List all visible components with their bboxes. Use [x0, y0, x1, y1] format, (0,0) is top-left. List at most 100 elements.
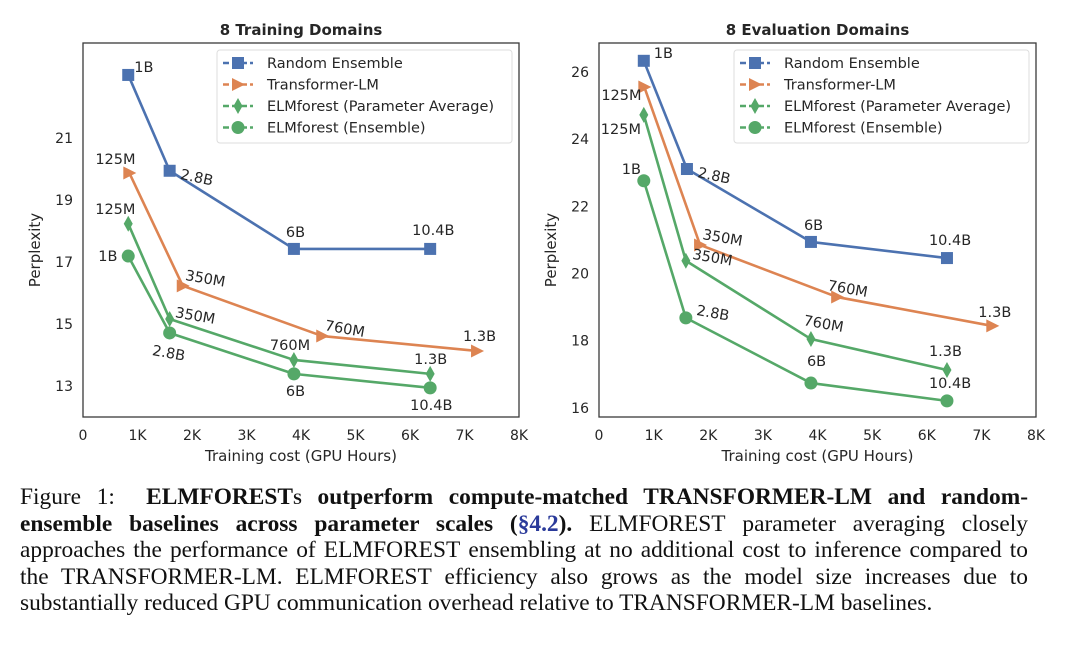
legend-box [216, 49, 513, 144]
caption-text: T [643, 484, 659, 510]
caption-text: outperform compute-matched [301, 484, 644, 510]
data-point-label: 760M [270, 338, 310, 354]
data-point-marker [942, 361, 952, 378]
data-point-marker [638, 80, 652, 94]
data-point-marker [316, 329, 330, 343]
data-point-label: 125M [601, 122, 641, 138]
legend-marker [232, 57, 244, 69]
data-point-label: 1.3B [929, 344, 962, 360]
data-point-marker [831, 290, 845, 304]
caption-text: ELM [572, 510, 639, 537]
section-reference-link[interactable]: §4.2 [517, 510, 559, 537]
data-point-marker [694, 238, 708, 252]
legend-label: Transformer-LM [266, 78, 379, 94]
series-line [643, 86, 993, 328]
data-point-label: 350M [184, 268, 226, 291]
data-point-marker [639, 106, 649, 123]
data-point-label: 6B [804, 218, 823, 234]
caption-text: efficiency also grows as the model size … [20, 563, 1028, 617]
y-tick-label: 15 [55, 317, 73, 333]
data-point-label: 6B [286, 384, 305, 400]
y-tick-label: 17 [55, 255, 73, 271]
caption-text: FOREST [344, 563, 432, 590]
chart-title: 8 Training Domains [220, 21, 383, 39]
data-point-marker [679, 311, 693, 325]
x-axis-label: Training cost (GPU Hours) [721, 447, 914, 465]
series-line [128, 172, 478, 353]
legend-marker [750, 98, 760, 114]
series-line [127, 223, 431, 376]
legend-box [733, 49, 1030, 144]
x-tick-label: 1K [128, 428, 147, 444]
y-tick-label: 18 [571, 334, 589, 350]
figure-caption: Figure 1: ELMFORESTs outperform compute-… [20, 484, 1028, 617]
data-point-label: 6B [807, 354, 826, 370]
data-point-marker [423, 381, 437, 395]
x-tick-label: 7K [972, 428, 991, 444]
data-point-label: 760M [324, 318, 366, 341]
legend-marker [232, 78, 245, 91]
legend-marker [749, 57, 761, 69]
chart-title: 8 Evaluation Domains [726, 21, 910, 39]
data-point-marker [123, 166, 137, 180]
caption-text: -LM and random-ensemble baselines across… [20, 484, 1028, 537]
x-tick-label: 6K [401, 428, 420, 444]
caption-text: RANSFORMER [75, 563, 234, 590]
data-point-marker [287, 242, 300, 255]
data-point-label: 350M [701, 227, 743, 250]
data-point-label: 125M [95, 152, 135, 168]
series-line [642, 180, 948, 403]
series-line [642, 114, 948, 372]
x-tick-label: 4K [292, 428, 311, 444]
caption-bold-title: ELMFORESTs outperform compute-matched TR… [20, 484, 1028, 537]
y-axis-label: Perplexity [542, 213, 560, 287]
data-point-marker [681, 252, 691, 269]
caption-figure-label: Figure 1: [20, 484, 115, 510]
legend-label: ELMforest (Parameter Average) [267, 99, 494, 115]
x-tick-label: 2K [699, 428, 718, 444]
data-point-label: 1.3B [463, 329, 496, 345]
data-point-label: 6B [286, 225, 305, 241]
caption-text: -LM baselines. [792, 590, 933, 617]
data-point-marker [986, 319, 1000, 333]
caption-text: ELM [146, 484, 200, 510]
data-point-marker [163, 164, 176, 177]
legend-label: ELMforest (Ensemble) [784, 121, 943, 137]
figure: 8 Training Domains 0 1K 2K 3K 4K 5K 6K 7K 8K 13 15 1… [26, 21, 1046, 465]
axes-frame [82, 42, 520, 418]
data-point-label: 350M [174, 305, 216, 328]
data-point-marker [637, 54, 650, 67]
data-point-label: 2.8B [695, 303, 730, 324]
legend-marker [231, 121, 245, 134]
caption-text: parameter averaging closely approaches t… [20, 510, 1028, 564]
y-tick-label: 24 [571, 132, 589, 148]
data-point-marker [637, 174, 651, 188]
y-tick-label: 13 [55, 379, 73, 395]
caption-text: ). [558, 510, 573, 537]
y-axis-label: Perplexity [26, 213, 44, 287]
y-tick-label: 16 [571, 401, 589, 417]
data-point-label: 1B [654, 46, 673, 62]
caption-text: FORESTs [199, 484, 302, 510]
x-axis-label: Training cost (GPU Hours) [204, 447, 397, 465]
data-point-label: 1.3B [978, 305, 1011, 321]
x-tick-label: 3K [754, 428, 773, 444]
data-point-marker [424, 242, 437, 255]
data-point-label: 10.4B [929, 376, 971, 392]
data-point-label: 1B [622, 162, 641, 178]
caption-text: FOREST [638, 510, 726, 537]
data-point-label: 10.4B [929, 233, 971, 249]
data-point-marker [163, 326, 177, 340]
data-point-marker [121, 249, 135, 263]
data-point-label: 2.8B [696, 165, 732, 188]
y-tick-label: 19 [55, 193, 73, 209]
data-point-label: 760M [802, 313, 844, 336]
legend-label: ELMforest (Ensemble) [267, 121, 426, 137]
data-point-marker [123, 215, 133, 232]
chart-training-domains: 8 Training Domains 0 1K 2K 3K 4K 5K 6K 7K 8K 13 15 1… [26, 21, 529, 465]
data-point-label: 125M [95, 202, 135, 218]
x-tick-label: 8K [510, 428, 529, 444]
data-point-label: 1B [98, 249, 117, 265]
data-point-marker [122, 68, 135, 81]
data-point-label: 2.8B [179, 167, 215, 190]
